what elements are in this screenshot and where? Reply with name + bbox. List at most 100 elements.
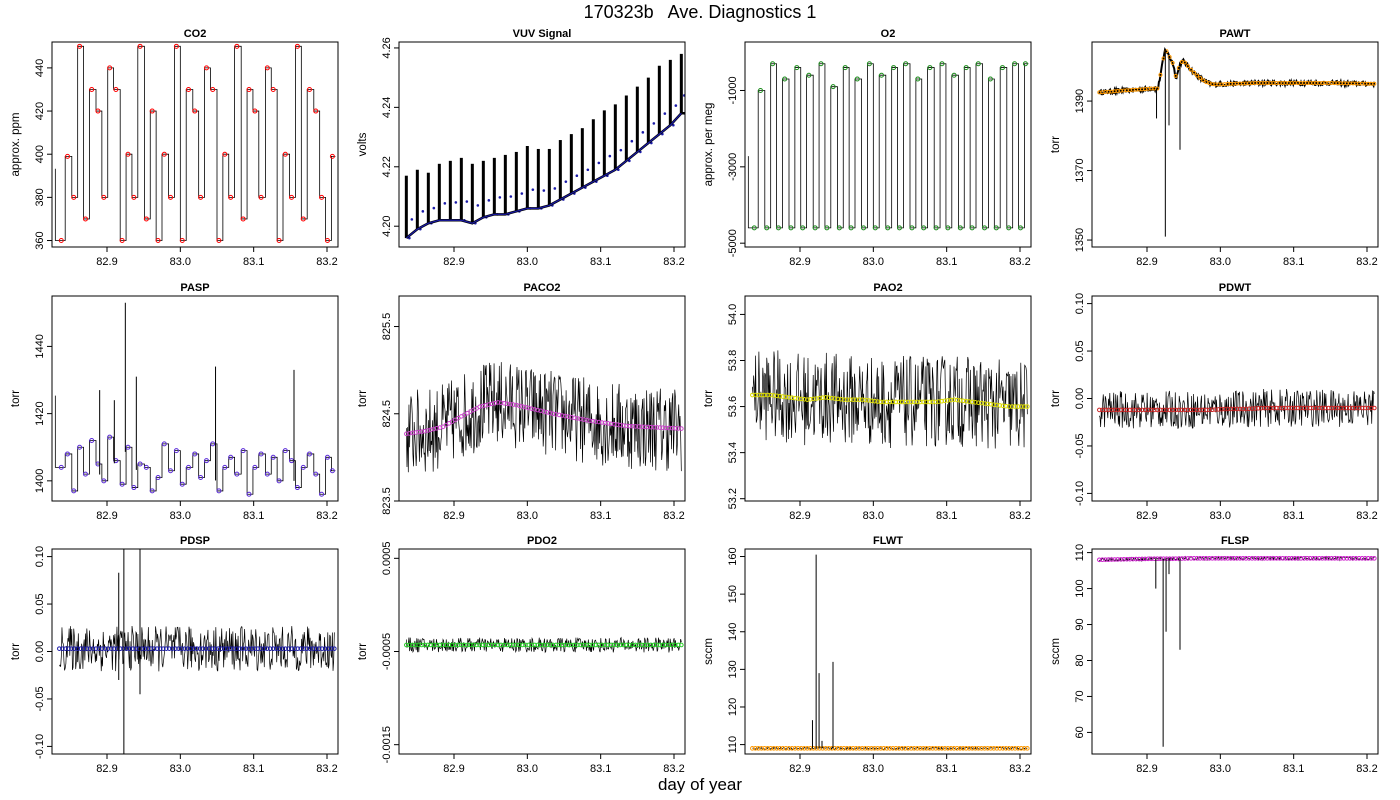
y-tick-label: 1350 bbox=[1074, 228, 1086, 252]
data-point bbox=[985, 746, 990, 751]
data-point bbox=[1133, 407, 1139, 413]
data-point bbox=[101, 478, 107, 484]
data-point bbox=[1003, 746, 1009, 751]
data-point bbox=[1179, 556, 1185, 561]
data-point bbox=[119, 481, 125, 487]
y-tick-label: 0.10 bbox=[34, 546, 46, 567]
data-point bbox=[976, 400, 981, 406]
data-point bbox=[909, 225, 915, 231]
y-tick-label: 80 bbox=[1074, 654, 1086, 666]
data-point bbox=[789, 746, 795, 751]
panel-co2: CO2 82.9 83.0 83.1 83.2 360 380 400 420 440 approx… bbox=[10, 28, 339, 268]
data-point bbox=[282, 151, 288, 157]
data-point bbox=[899, 746, 905, 751]
data-point bbox=[872, 746, 877, 751]
data-point bbox=[808, 396, 813, 402]
data-point bbox=[483, 642, 489, 648]
data-point bbox=[1112, 407, 1117, 413]
data-point bbox=[569, 642, 574, 648]
data-point bbox=[805, 397, 810, 402]
x-tick-label: 82.9 bbox=[443, 763, 464, 775]
data-point bbox=[1145, 556, 1151, 562]
data-point bbox=[1365, 405, 1371, 411]
data-point bbox=[542, 189, 546, 192]
data-point bbox=[416, 642, 421, 648]
data-point bbox=[1136, 407, 1142, 413]
data-point bbox=[280, 646, 285, 651]
plot-area bbox=[54, 43, 336, 244]
panel-title: VUV Signal bbox=[513, 28, 572, 40]
data-point bbox=[1185, 556, 1191, 561]
data-point bbox=[936, 746, 942, 751]
y-tick-label: 53.6 bbox=[727, 396, 739, 417]
data-point bbox=[1216, 407, 1221, 412]
data-point bbox=[798, 746, 804, 751]
data-point bbox=[887, 399, 893, 405]
data-point bbox=[620, 642, 626, 648]
data-point bbox=[1372, 81, 1377, 86]
data-point bbox=[945, 398, 951, 403]
data-point bbox=[1359, 405, 1365, 411]
data-point bbox=[228, 194, 234, 200]
data-point bbox=[933, 399, 938, 405]
data-point bbox=[1255, 406, 1261, 411]
data-point bbox=[1012, 746, 1018, 751]
data-point bbox=[63, 646, 68, 651]
data-point bbox=[987, 76, 993, 82]
data-point bbox=[969, 225, 975, 231]
data-point bbox=[1176, 407, 1182, 413]
data-point bbox=[517, 642, 522, 648]
data-point bbox=[1335, 556, 1340, 561]
data-point bbox=[1018, 746, 1024, 751]
data-point bbox=[538, 642, 544, 648]
data-point bbox=[1262, 556, 1267, 561]
x-tick-label: 83.2 bbox=[1356, 510, 1377, 522]
panel-title: FLWT bbox=[873, 535, 903, 547]
data-point bbox=[853, 746, 859, 751]
plot-area bbox=[57, 549, 337, 754]
data-point bbox=[329, 153, 335, 159]
data-point bbox=[550, 642, 556, 648]
data-point bbox=[434, 642, 440, 648]
data-point bbox=[774, 746, 780, 751]
data-point bbox=[982, 401, 987, 406]
data-point bbox=[847, 746, 853, 751]
data-point bbox=[157, 646, 163, 651]
y-tick-label: 110 bbox=[727, 736, 739, 754]
data-point bbox=[252, 646, 258, 651]
data-point bbox=[924, 746, 929, 751]
data-point bbox=[993, 225, 999, 231]
data-point bbox=[535, 642, 541, 648]
data-point bbox=[1301, 556, 1307, 561]
data-point bbox=[329, 468, 335, 474]
data-point bbox=[860, 397, 865, 402]
data-point bbox=[198, 474, 204, 480]
data-point bbox=[148, 646, 154, 651]
data-point bbox=[246, 491, 252, 497]
data-point bbox=[645, 642, 651, 648]
data-point bbox=[1142, 407, 1148, 413]
data-point bbox=[1115, 557, 1120, 562]
data-point bbox=[246, 646, 252, 651]
data-point bbox=[277, 646, 282, 651]
data-point bbox=[939, 746, 945, 751]
data-point bbox=[191, 646, 197, 651]
data-point bbox=[651, 424, 657, 430]
data-point bbox=[1210, 556, 1215, 561]
data-point bbox=[1006, 746, 1012, 751]
data-point bbox=[1286, 405, 1292, 411]
data-point bbox=[1103, 557, 1108, 562]
data-point bbox=[410, 218, 414, 221]
y-tick-label: 110 bbox=[1074, 544, 1086, 562]
data-point bbox=[820, 746, 825, 751]
panel-title: PAO2 bbox=[873, 282, 902, 294]
data-point bbox=[669, 642, 675, 648]
data-point bbox=[480, 642, 486, 648]
plot-frame bbox=[51, 41, 339, 248]
data-point bbox=[957, 746, 963, 751]
data-point bbox=[930, 399, 935, 405]
data-point bbox=[559, 642, 565, 648]
data-point bbox=[1347, 405, 1353, 411]
panel-title: FLSP bbox=[1221, 535, 1249, 547]
data-point bbox=[520, 642, 525, 648]
